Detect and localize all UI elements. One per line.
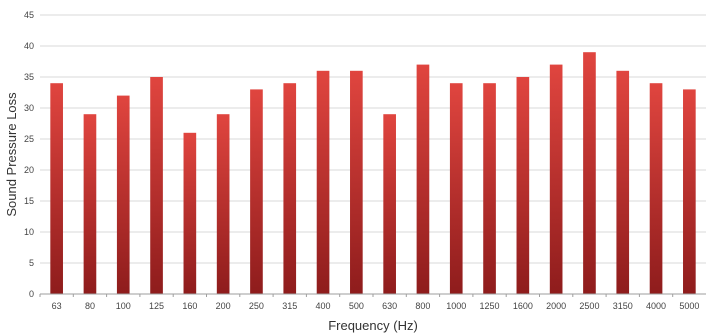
bar-125 <box>150 77 163 294</box>
bar-400 <box>316 70 330 294</box>
bar-1250 <box>483 83 496 294</box>
gridlines <box>40 14 706 264</box>
x-tick-label: 80 <box>85 301 95 311</box>
x-tick-label: 125 <box>149 301 164 311</box>
bar-3150 <box>616 70 630 294</box>
x-tick-label: 4000 <box>646 301 666 311</box>
bars <box>50 52 696 295</box>
x-tick-label: 2000 <box>546 301 566 311</box>
y-tick-label: 10 <box>24 227 34 237</box>
x-tick-label: 800 <box>415 301 430 311</box>
bar-5000 <box>683 89 696 295</box>
x-tick-label: 630 <box>382 301 397 311</box>
bar-800 <box>416 64 430 294</box>
y-axis-ticks: 0 5 10 15 20 25 30 35 40 45 <box>24 10 34 299</box>
x-tick-label: 400 <box>316 301 331 311</box>
bar-250 <box>250 89 263 295</box>
x-tick-label: 63 <box>52 301 62 311</box>
x-axis-ticks: 63 80 100 125 160 200 250 315 400 500 630 800 1000 12… <box>39 294 699 311</box>
x-tick-label: 5000 <box>679 301 699 311</box>
y-axis-title: Sound Pressure Loss <box>4 92 19 217</box>
bar-160 <box>183 132 197 294</box>
x-axis-title: Frequency (Hz) <box>328 318 418 333</box>
bar-100 <box>116 95 130 294</box>
x-tick-label: 315 <box>282 301 297 311</box>
x-tick-label: 2500 <box>579 301 599 311</box>
y-tick-label: 35 <box>24 72 34 82</box>
y-tick-label: 0 <box>29 289 34 299</box>
y-tick-label: 5 <box>29 258 34 268</box>
bar-2500 <box>583 52 596 295</box>
bar-80 <box>83 114 97 294</box>
x-tick-label: 200 <box>216 301 231 311</box>
x-tick-label: 3150 <box>613 301 633 311</box>
y-tick-label: 45 <box>24 10 34 20</box>
x-tick-label: 1250 <box>480 301 500 311</box>
y-tick-label: 30 <box>24 103 34 113</box>
bar-2000 <box>549 64 563 294</box>
x-tick-label: 1600 <box>513 301 533 311</box>
x-tick-label: 100 <box>116 301 131 311</box>
bar-500 <box>350 70 363 294</box>
y-tick-label: 15 <box>24 196 34 206</box>
y-tick-label: 25 <box>24 134 34 144</box>
bar-63 <box>50 83 63 294</box>
x-tick-label: 1000 <box>446 301 466 311</box>
y-tick-label: 40 <box>24 41 34 51</box>
bar-1600 <box>516 77 530 294</box>
bar-200 <box>216 114 230 294</box>
bar-4000 <box>649 83 663 294</box>
x-tick-label: 250 <box>249 301 264 311</box>
x-tick-label: 500 <box>349 301 364 311</box>
bar-1000 <box>449 83 463 294</box>
y-tick-label: 20 <box>24 165 34 175</box>
x-tick-label: 160 <box>182 301 197 311</box>
bar-630 <box>383 114 396 294</box>
bar-315 <box>283 83 297 294</box>
